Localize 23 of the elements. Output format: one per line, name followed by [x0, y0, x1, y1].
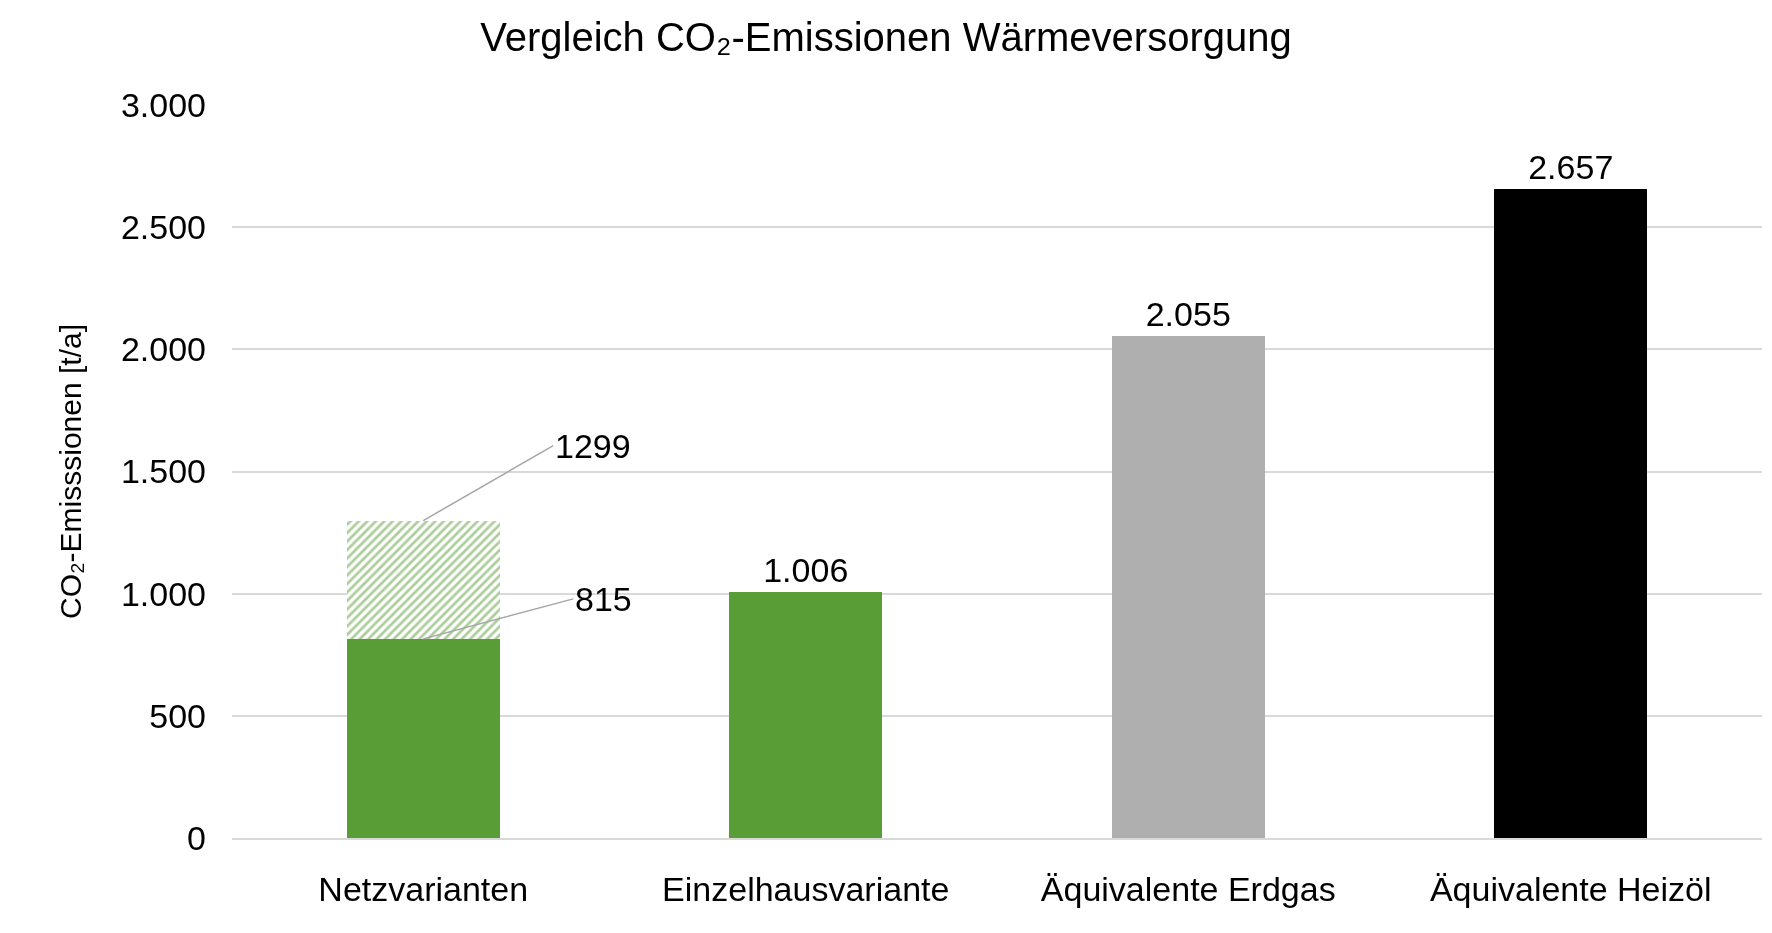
- y-tick-label: 500: [149, 696, 206, 735]
- x-tick-label: Äquivalente Erdgas: [1040, 869, 1336, 908]
- y-tick-label: 3.000: [120, 85, 206, 124]
- x-tick-label: Einzelhausvariante: [662, 869, 950, 908]
- y-tick-label: 2.000: [120, 330, 206, 369]
- annotation: 815: [575, 580, 632, 618]
- bar: [1494, 188, 1648, 838]
- bar: [1111, 335, 1265, 838]
- x-tick-label: Äquivalente Heizöl: [1429, 869, 1712, 908]
- y-axis-title: CO₂-Emisssionen [t/a]: [53, 323, 87, 620]
- y-tick-label: 2.500: [120, 208, 206, 247]
- y-tick-label: 1.500: [120, 452, 206, 491]
- data-label: 2.055: [1145, 294, 1231, 333]
- bar: [729, 592, 883, 838]
- bar: [346, 638, 500, 838]
- bar: [346, 520, 500, 639]
- data-label: 1.006: [763, 551, 849, 590]
- chart-title: Vergleich CO₂-Emissionen Wärmeversorgung: [480, 15, 1292, 60]
- y-tick-label: 0: [187, 818, 206, 857]
- annotation: 1299: [555, 427, 631, 465]
- y-tick-label: 1.000: [120, 574, 206, 613]
- data-label: 2.657: [1528, 147, 1614, 186]
- x-tick-label: Netzvarianten: [318, 869, 529, 908]
